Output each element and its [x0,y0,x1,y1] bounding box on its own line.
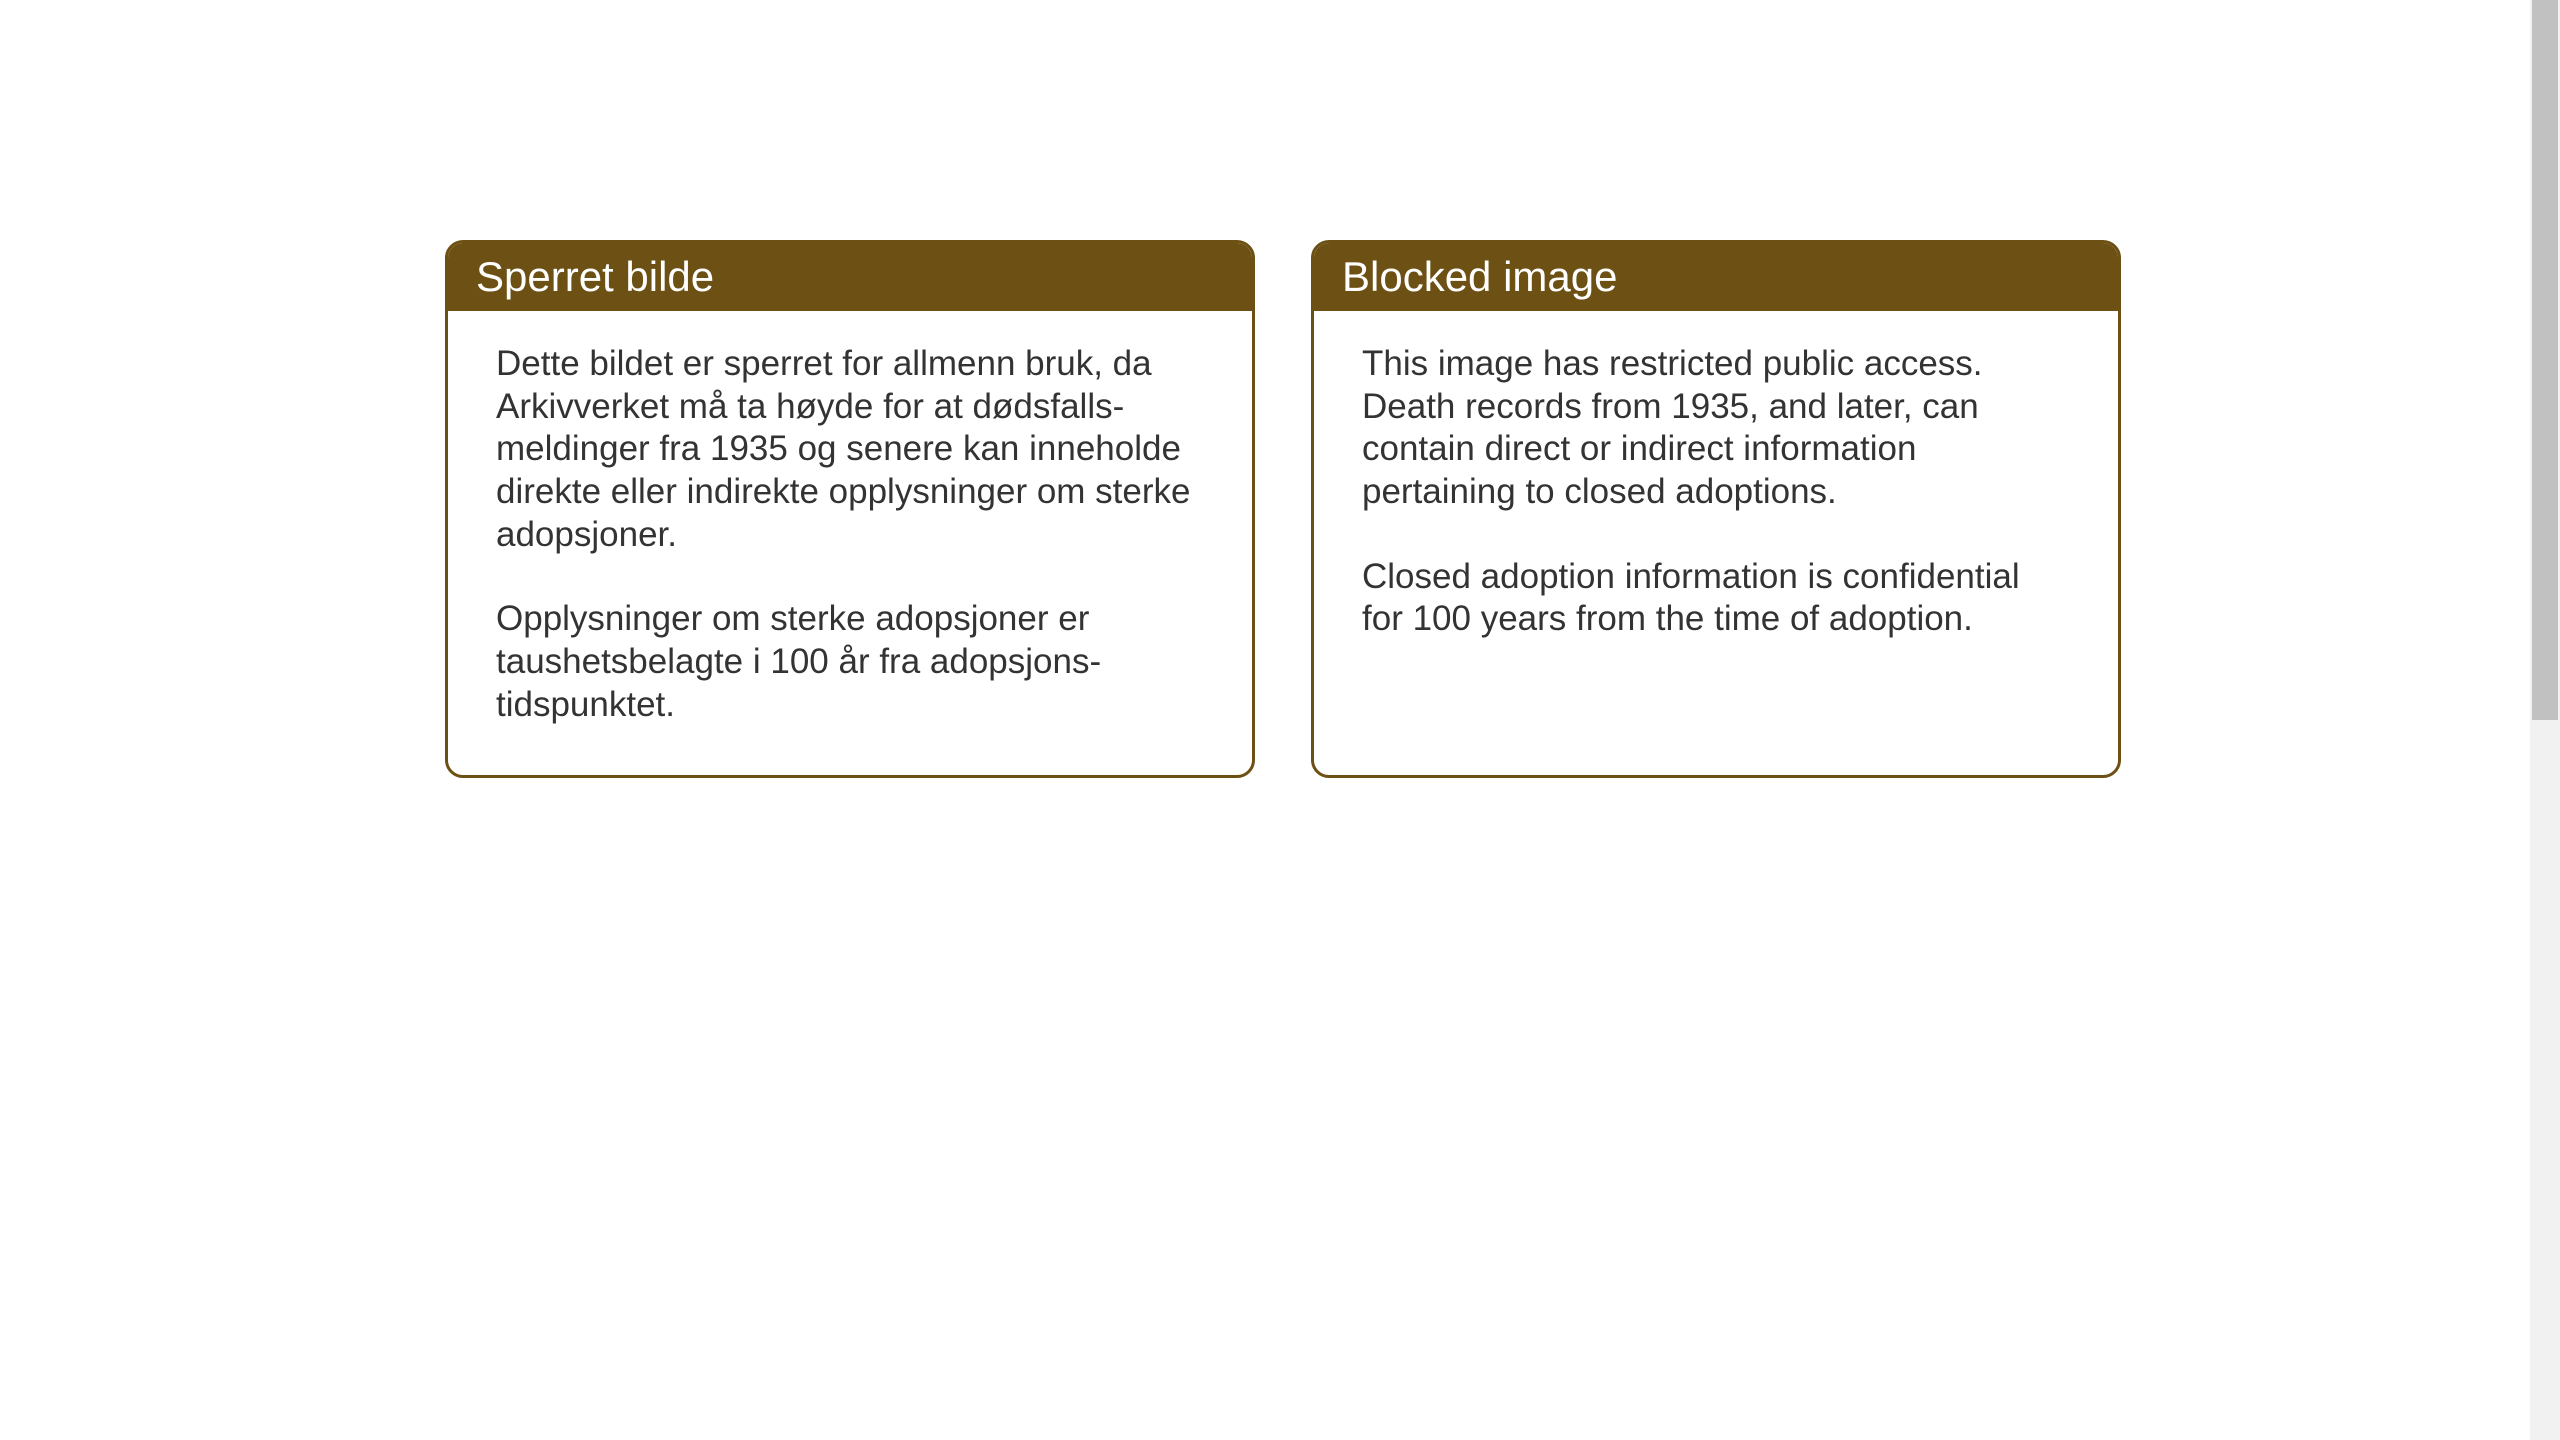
notice-body-english: This image has restricted public access.… [1314,311,2118,689]
notice-card-norwegian: Sperret bilde Dette bildet er sperret fo… [445,240,1255,778]
notice-title-norwegian: Sperret bilde [476,253,714,300]
notice-paragraph-1-norwegian: Dette bildet er sperret for allmenn bruk… [496,343,1204,556]
notice-container: Sperret bilde Dette bildet er sperret fo… [445,240,2121,778]
notice-paragraph-2-english: Closed adoption information is confident… [1362,556,2070,641]
notice-card-english: Blocked image This image has restricted … [1311,240,2121,778]
notice-header-norwegian: Sperret bilde [448,243,1252,311]
notice-paragraph-2-norwegian: Opplysninger om sterke adopsjoner er tau… [496,598,1204,726]
notice-paragraph-1-english: This image has restricted public access.… [1362,343,2070,514]
notice-header-english: Blocked image [1314,243,2118,311]
notice-body-norwegian: Dette bildet er sperret for allmenn bruk… [448,311,1252,775]
scrollbar-track[interactable] [2530,0,2560,1440]
notice-title-english: Blocked image [1342,253,1617,300]
scrollbar-thumb[interactable] [2532,0,2558,720]
